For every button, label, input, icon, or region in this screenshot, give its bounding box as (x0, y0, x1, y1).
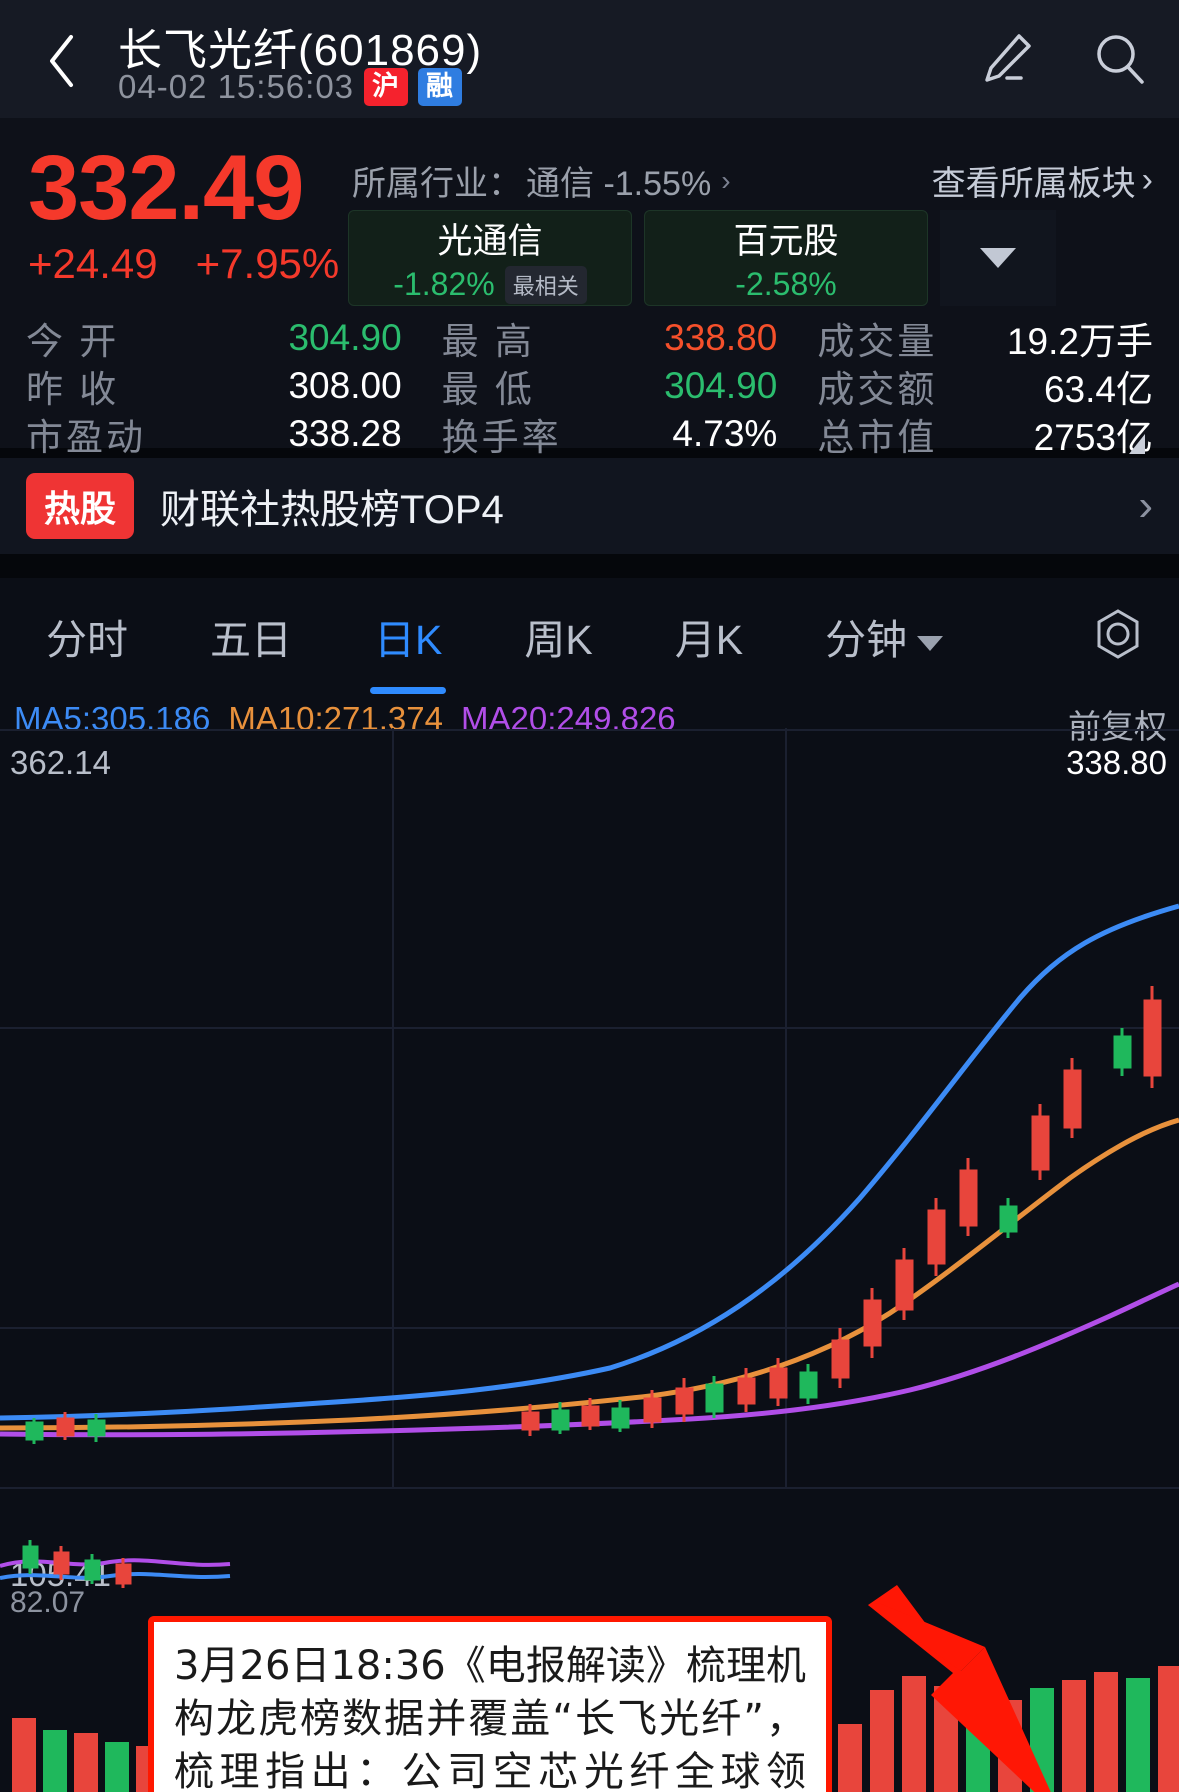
tab-fenshi[interactable]: 分时 (46, 617, 128, 663)
stat-open: 今 开 304.90 (26, 314, 402, 362)
price-change-row: +24.49 +7.95% (28, 240, 339, 288)
stat-value: 304.90 (288, 317, 402, 358)
target-settings-icon[interactable] (1091, 607, 1145, 666)
annotation-arrow-icon (868, 1585, 1051, 1792)
hot-badge: 热股 (26, 473, 135, 539)
stat-label: 成交额 (817, 369, 938, 410)
stat-turnover-rate: 换手率 4.73% (402, 410, 778, 458)
quote-timestamp: 04-02 15:56:03 (118, 68, 355, 105)
current-price: 332.49 (28, 137, 304, 239)
sector-tag-row: 光通信 -1.82% 最相关 百元股 -2.58% (348, 210, 1056, 306)
stat-label: 总市值 (817, 417, 938, 458)
tab-fenzhong[interactable]: 分钟 (813, 606, 955, 666)
ma5-line (0, 903, 1179, 1421)
stat-label: 成交量 (817, 321, 938, 362)
stat-value: 308.00 (288, 365, 402, 406)
axis-last-price: 338.80 (1066, 744, 1167, 781)
expand-stats-icon[interactable] (1128, 434, 1145, 454)
back-button[interactable] (38, 30, 86, 92)
quote-panel: 332.49 +24.49 +7.95% 所属行业： 通信 -1.55% › 查… (0, 118, 1179, 458)
sector-tag-chip: 最相关 (504, 265, 587, 304)
sector-tag-percent: -1.82% (393, 266, 495, 302)
adjust-mode-label[interactable]: 前复权 (1068, 708, 1167, 745)
tab-wuri[interactable]: 五日 (210, 617, 292, 663)
stat-turnover-amount: 成交额 63.4亿 (777, 362, 1153, 410)
header-subline: 04-02 15:56:03 沪 融 (118, 68, 463, 106)
stat-low: 最 低 304.90 (402, 362, 778, 410)
stat-pe-ratio: 市盈动 338.28 (26, 410, 402, 458)
section-divider (0, 554, 1179, 578)
tab-rik[interactable]: 日K (362, 606, 454, 694)
sector-tag-card[interactable]: 百元股 -2.58% (644, 210, 928, 306)
stat-value: 338.80 (664, 317, 778, 358)
news-body: 3月26日18:36《电报解读》梳理机构龙虎榜数据并覆盖“长飞光纤”，梳理指出：… (174, 1643, 806, 1792)
ma10-line (0, 1117, 1179, 1431)
change-absolute: +24.49 (28, 240, 158, 287)
chevron-down-icon (980, 248, 1016, 268)
industry-label: 所属行业： (352, 165, 522, 203)
page-title: 长飞光纤(601869) (118, 26, 483, 75)
stat-prev-close: 昨 收 308.00 (26, 362, 402, 410)
stat-label: 市盈动 (26, 417, 146, 458)
stat-label: 今 开 (26, 321, 120, 362)
industry-value: 通信 -1.55% (526, 165, 712, 203)
change-percent: +7.95% (195, 240, 340, 287)
tab-zhouk[interactable]: 周K (524, 617, 593, 663)
chart-panel: 分时 五日 日K 周K 月K 分钟 MA5:305.186 MA10:271.3… (0, 578, 1179, 1792)
stat-value: 304.90 (664, 365, 778, 406)
stat-value: 4.73% (672, 413, 778, 454)
chevron-right-icon: › (721, 164, 731, 196)
stat-volume: 成交量 19.2万手 (777, 314, 1153, 362)
chart-tab-bar: 分时 五日 日K 周K 月K 分钟 (0, 578, 1179, 694)
ma20-line (0, 1281, 1179, 1438)
stats-table: 今 开 304.90 最 高 338.80 成交量 19.2万手 昨 收 308… (0, 314, 1179, 458)
view-sector-label: 查看所属板块 (931, 165, 1136, 203)
axis-max-left: 362.14 (10, 744, 111, 781)
tab-yuek[interactable]: 月K (674, 617, 744, 663)
chevron-down-icon (917, 635, 944, 651)
stat-value: 19.2万手 (1006, 321, 1153, 362)
hot-banner-text: 财联社热股榜TOP4 (160, 488, 504, 532)
badge-margin: 融 (418, 68, 463, 106)
hot-stock-banner[interactable]: 热股 财联社热股榜TOP4 › (0, 458, 1179, 554)
chevron-left-icon (50, 35, 73, 87)
section-divider (0, 448, 1179, 458)
axis-min-left-secondary: 82.07 (10, 1586, 86, 1619)
pencil-icon[interactable] (977, 30, 1035, 93)
stat-label: 昨 收 (26, 369, 120, 410)
view-sector-link[interactable]: 查看所属板块 › (932, 156, 1153, 205)
header-actions (977, 30, 1149, 93)
stat-label: 换手率 (441, 417, 562, 458)
badge-exchange: 沪 (364, 68, 409, 106)
news-popup-text: 3月26日18:36《电报解读》梳理机构龙虎榜数据并覆盖“长飞光纤”，梳理指出：… (174, 1640, 806, 1792)
sub-ma-line-b (0, 1572, 231, 1580)
expand-sectors-button[interactable] (940, 210, 1056, 306)
sector-tag-name: 光通信 (437, 221, 543, 261)
app-header: 长飞光纤(601869) 04-02 15:56:03 沪 融 (0, 0, 1179, 118)
industry-link[interactable]: 所属行业： 通信 -1.55% › (352, 156, 731, 205)
sector-tag-percent: -2.58% (735, 266, 837, 302)
stat-label: 最 低 (441, 369, 535, 410)
sector-tag-name: 百元股 (733, 222, 839, 261)
stat-market-cap: 总市值 2753亿 (777, 410, 1153, 458)
candle-series (25, 986, 1162, 1444)
chevron-right-icon: › (1141, 161, 1153, 199)
stat-value: 338.28 (288, 413, 402, 454)
sector-tag-card[interactable]: 光通信 -1.82% 最相关 (348, 210, 632, 306)
stat-value: 63.4亿 (1043, 369, 1153, 410)
search-icon[interactable] (1091, 30, 1149, 93)
sub-candle-series (22, 1540, 132, 1588)
news-popup[interactable]: 3月26日18:36《电报解读》梳理机构龙虎榜数据并覆盖“长飞光纤”，梳理指出：… (148, 1616, 832, 1792)
stat-high: 最 高 338.80 (402, 314, 778, 362)
stat-label: 最 高 (441, 321, 535, 362)
chevron-right-icon: › (1138, 481, 1153, 530)
chart-gridlines (0, 728, 1179, 1489)
